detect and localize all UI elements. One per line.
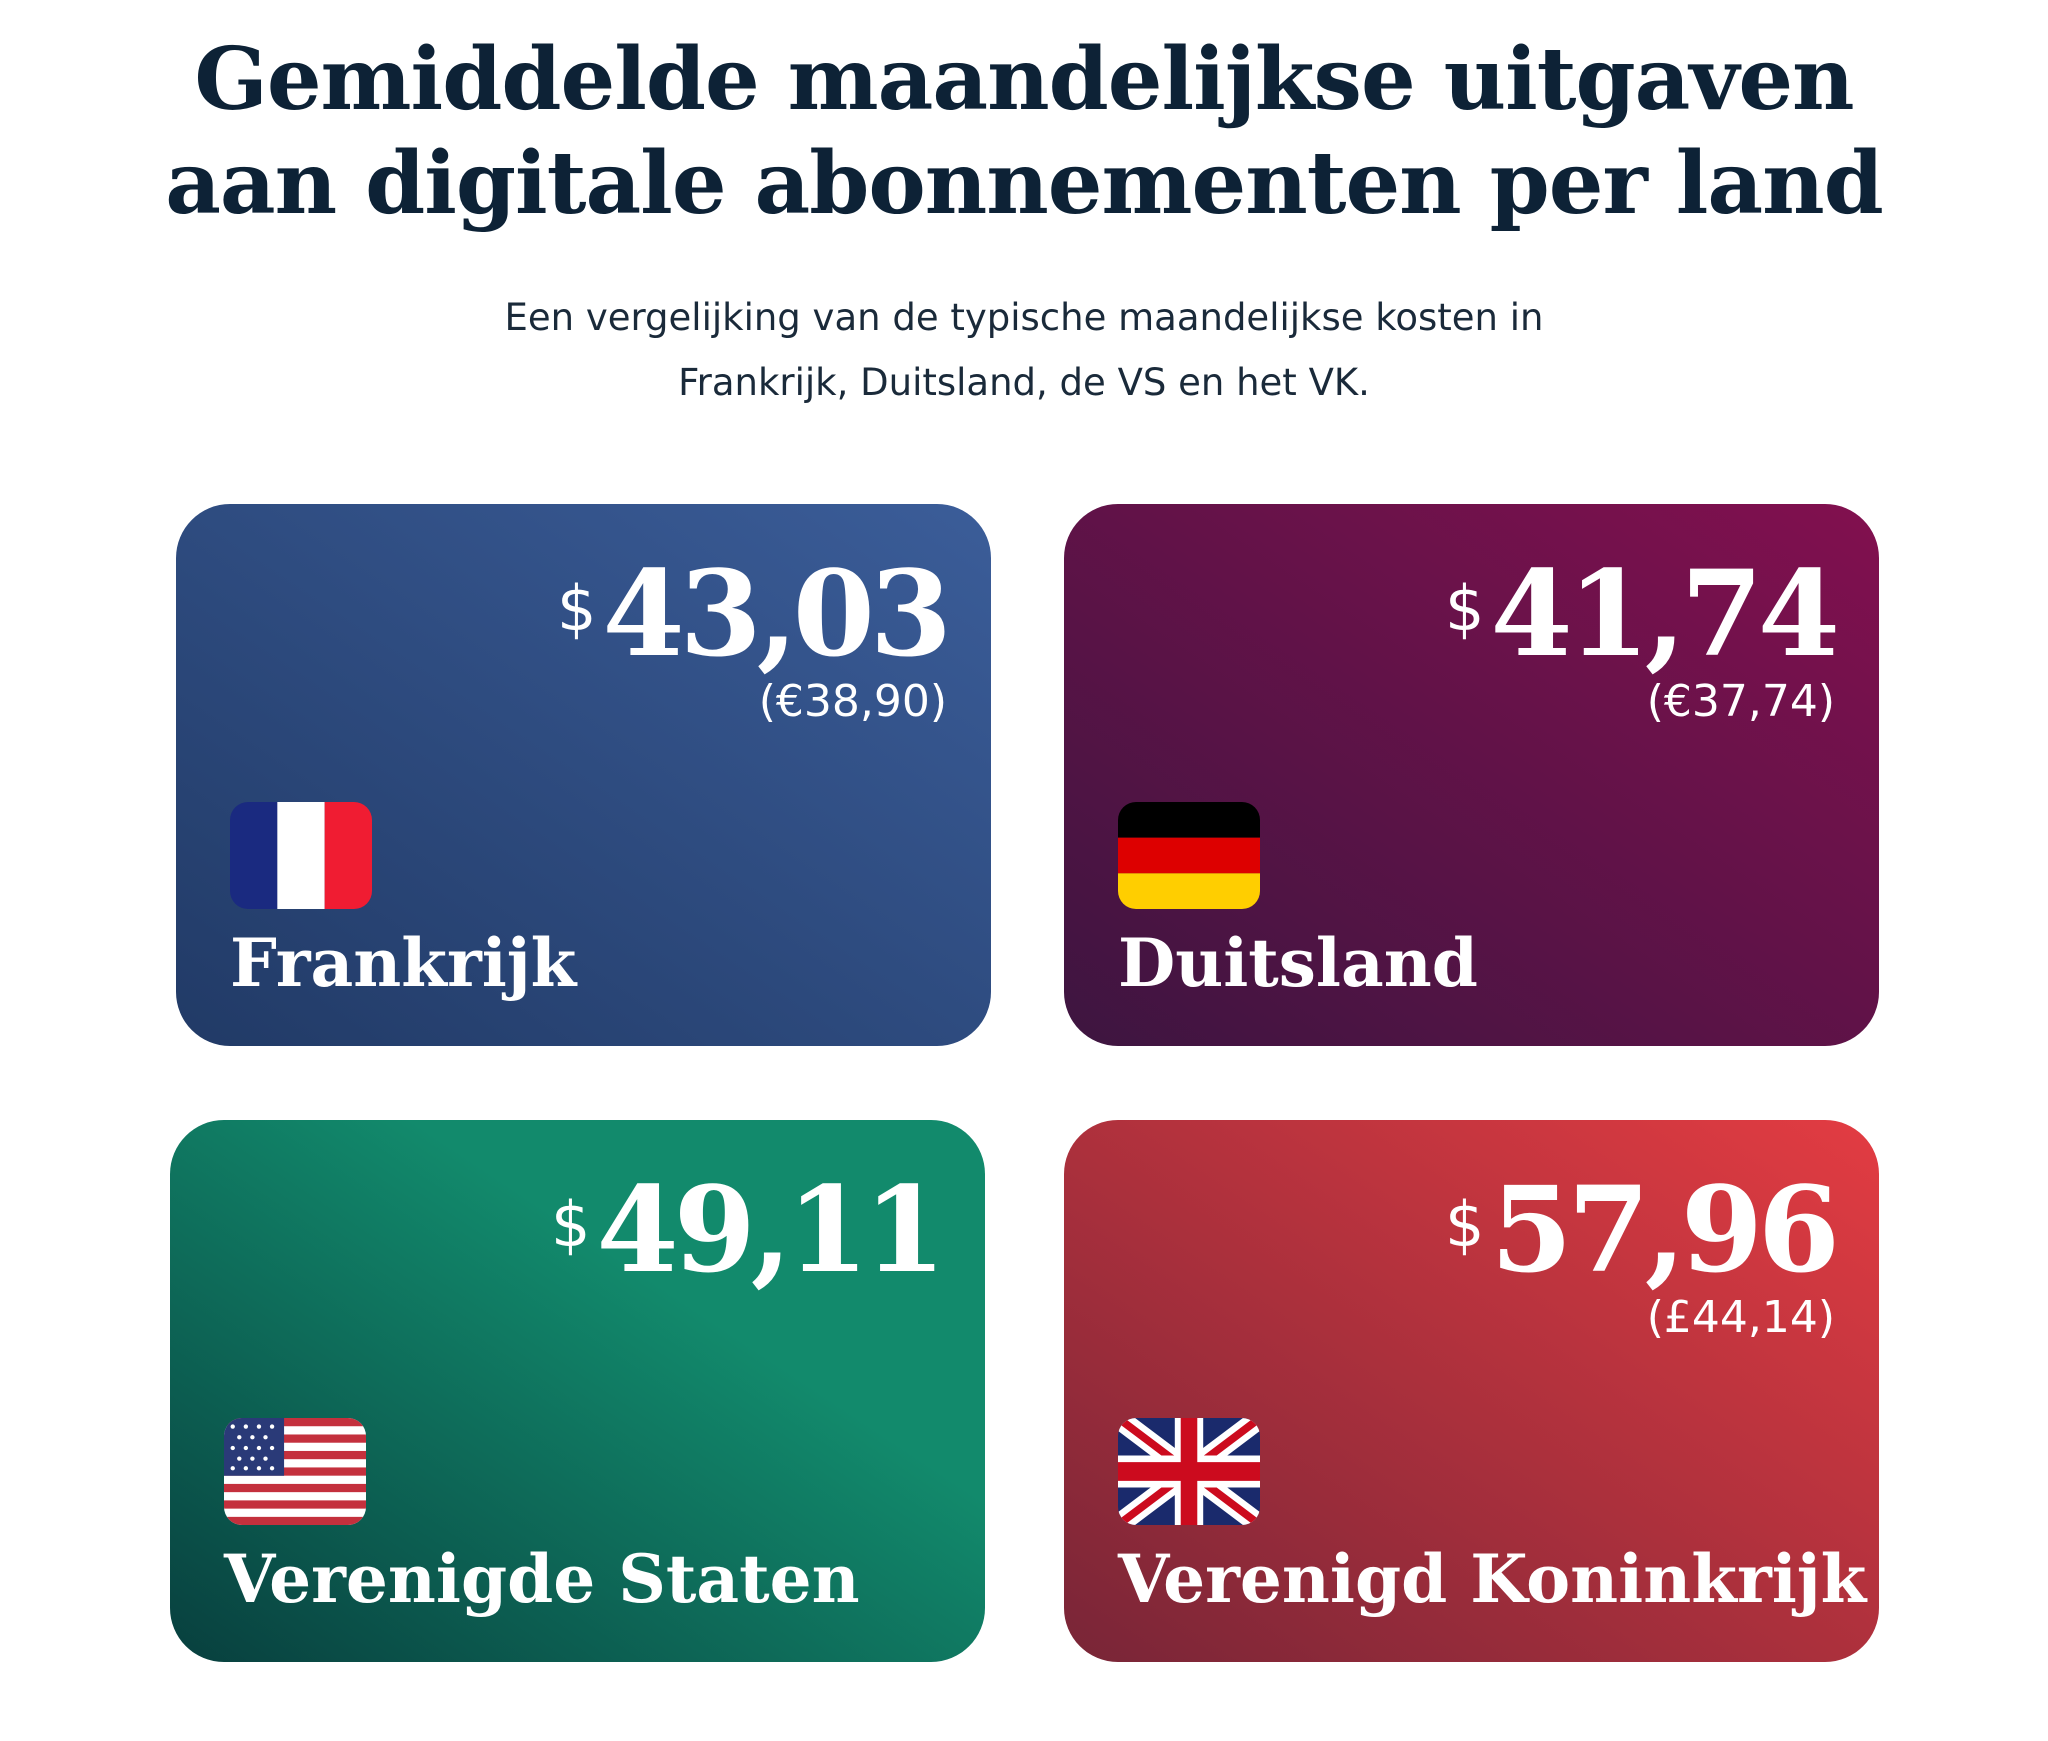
price: $41,74 [1445,544,1840,683]
currency-symbol: $ [1445,1188,1485,1261]
page-subtitle: Een vergelijking van de typische maandel… [0,285,2048,415]
amount: 49,11 [596,1160,946,1299]
price: $43,03 [557,544,952,683]
currency-symbol: $ [1445,572,1485,645]
flag-usa-icon [224,1418,366,1525]
local-amount: (£44,14) [1646,1292,1835,1343]
local-amount: (€37,74) [1646,676,1835,727]
country-name: Frankrijk [230,924,577,1002]
title-line: aan digitale abonnementen per land [165,133,1884,234]
country-name: Duitsland [1118,924,1478,1002]
flag-uk-icon [1118,1418,1260,1525]
currency-symbol: $ [557,572,597,645]
card-usa: $49,11 Verenigde Staten [170,1120,985,1662]
country-name: Verenigd Koninkrijk [1118,1540,1867,1618]
card-uk: $57,96 (£44,14) Verenigd Koninkrijk [1064,1120,1879,1662]
amount: 57,96 [1490,1160,1840,1299]
currency-symbol: $ [551,1188,591,1261]
card-germany: $41,74 (€37,74) Duitsland [1064,504,1879,1046]
title-line: Gemiddelde maandelijkse uitgaven [194,29,1854,130]
flag-france-icon [230,802,372,909]
country-name: Verenigde Staten [224,1540,860,1618]
page-title: Gemiddelde maandelijkse uitgaven aan dig… [0,28,2048,236]
amount: 43,03 [602,544,952,683]
subtitle-line: Een vergelijking van de typische maandel… [504,296,1544,339]
local-amount: (€38,90) [758,676,947,727]
subtitle-line: Frankrijk, Duitsland, de VS en het VK. [678,361,1370,404]
flag-germany-icon [1118,802,1260,909]
price: $57,96 [1445,1160,1840,1299]
card-france: $43,03 (€38,90) Frankrijk [176,504,991,1046]
price: $49,11 [551,1160,946,1299]
amount: 41,74 [1490,544,1840,683]
